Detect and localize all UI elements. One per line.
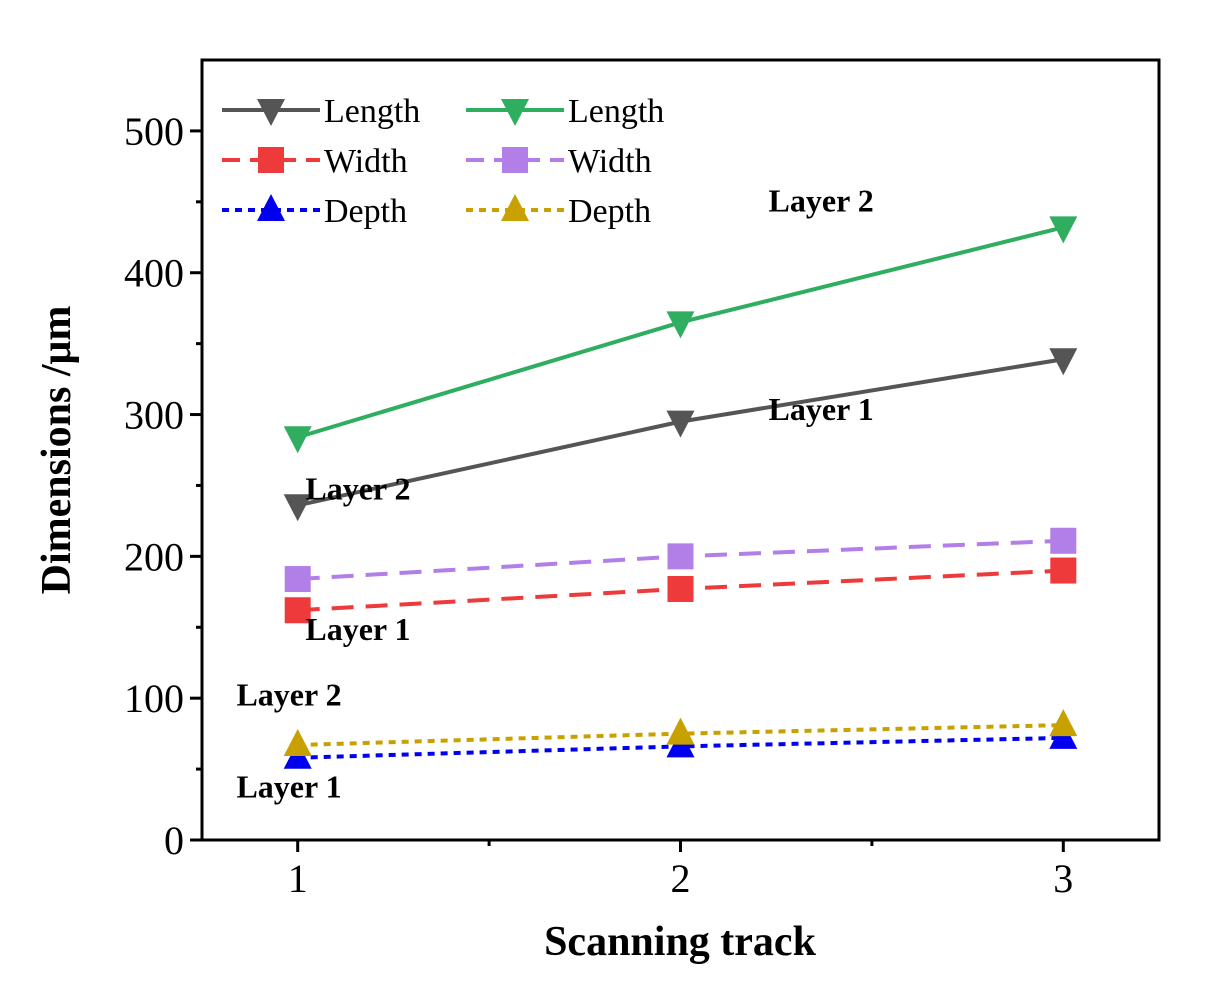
x-tick-label: 1 [288, 856, 308, 901]
data-point-width [284, 597, 311, 624]
legend-entry-label: Depth [568, 193, 651, 230]
y-tick-label: 400 [124, 251, 184, 296]
data-point-depth [283, 728, 312, 756]
legend-entry-label: Length [324, 93, 420, 130]
layer-annotation: Layer 2 [236, 676, 341, 712]
legend-entry-label: Length [568, 93, 664, 130]
data-point-width [1050, 527, 1077, 554]
data-point-length [666, 311, 695, 339]
y-tick-label: 100 [124, 676, 184, 721]
layer-annotation: Layer 2 [305, 471, 410, 507]
data-point-width [667, 543, 694, 570]
legend-marker [502, 147, 528, 173]
data-point-depth [1049, 709, 1078, 737]
data-point-width [667, 575, 694, 602]
annotations: Layer 2 Layer 1 Layer 2 Layer 1 Layer 2 Layer… [236, 183, 873, 805]
y-tick-label: 300 [124, 393, 184, 438]
legend: Length Width Depth Length Width Depth [222, 93, 664, 230]
legend-marker [257, 194, 285, 221]
data-point-length [666, 410, 695, 438]
y-axis: 0 100 200 300 400 500 [124, 109, 202, 863]
data-point-width [1050, 557, 1077, 584]
legend-entry-label: Width [324, 143, 408, 180]
legend-marker [258, 147, 284, 173]
data-point-length [1049, 348, 1078, 376]
series-group [283, 216, 1078, 769]
y-tick-label: 500 [124, 109, 184, 154]
x-tick-label: 2 [671, 856, 691, 901]
data-point-length [1049, 216, 1078, 244]
layer-annotation: Layer 2 [769, 183, 874, 219]
legend-marker [501, 194, 529, 221]
x-axis-title: Scanning track [544, 919, 817, 965]
data-point-length [283, 426, 312, 454]
y-axis-title: Dimensions /μm [34, 306, 80, 595]
legend-entry-label: Width [568, 143, 652, 180]
legend-marker [257, 99, 285, 126]
x-tick-label: 3 [1053, 856, 1073, 901]
y-tick-label: 200 [124, 534, 184, 579]
layer-annotation: Layer 1 [305, 611, 410, 647]
data-point-width [284, 566, 311, 593]
layer-annotation: Layer 1 [769, 391, 874, 427]
data-point-length [283, 494, 312, 522]
data-point-depth [666, 717, 695, 745]
x-axis: 1 2 3 [288, 840, 1073, 901]
layer-annotation: Layer 1 [236, 768, 341, 804]
legend-entry-label: Depth [324, 193, 407, 230]
y-tick-label: 0 [164, 818, 184, 863]
legend-marker [501, 99, 529, 126]
